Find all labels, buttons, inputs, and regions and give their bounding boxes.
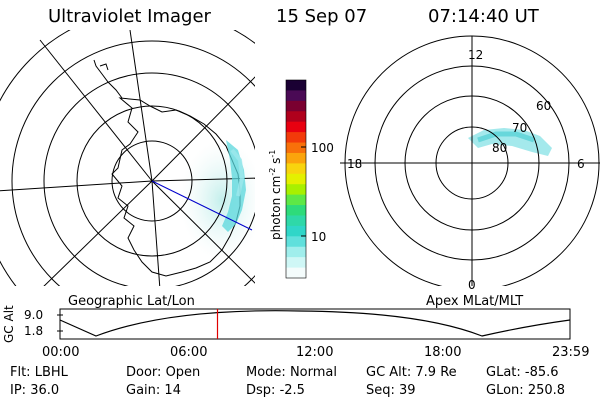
colorbar-segment xyxy=(286,267,306,279)
colorbar-segment xyxy=(286,225,306,237)
date-label: 15 Sep 07 xyxy=(276,6,368,27)
colorbar-segment xyxy=(286,194,306,206)
colorbar-segment xyxy=(286,90,306,102)
colorbar-segment xyxy=(286,163,306,175)
status-seq: Seq: 39 xyxy=(366,383,416,398)
colorbar-segment xyxy=(286,236,306,248)
colorbar-label-10: 10 xyxy=(311,230,327,244)
status-gain: Gain: 14 xyxy=(126,383,181,398)
status-mode: Mode: Normal xyxy=(246,365,337,380)
instrument-title: Ultraviolet Imager xyxy=(48,6,211,27)
colorbar xyxy=(286,80,306,279)
geographic-map xyxy=(0,30,255,286)
mlt-label-0: 0 xyxy=(468,278,476,292)
timeline-frame xyxy=(59,308,571,340)
colorbar-unit-label: photon cm-2 s-1 xyxy=(268,149,283,240)
altitude-curve xyxy=(59,310,571,337)
colorbar-segment xyxy=(286,205,306,216)
timeline-xtick-2359: 23:59 xyxy=(552,345,590,360)
timeline-xtick-1800: 18:00 xyxy=(424,345,462,360)
colorbar-segment xyxy=(286,100,306,112)
colorbar-segment xyxy=(286,184,306,196)
colorbar-segment xyxy=(286,173,306,185)
mlt-label-6: 6 xyxy=(577,157,585,171)
colorbar-segment xyxy=(286,246,306,258)
timeline-ytick-high: 9.0 xyxy=(24,308,44,322)
mlat-label-80: 80 xyxy=(492,141,508,155)
colorbar-segment xyxy=(286,215,306,227)
timeline-xtick-0600: 06:00 xyxy=(170,345,208,360)
time-label: 07:14:40 UT xyxy=(428,6,539,27)
timeline-axis-label: GC Alt xyxy=(2,305,16,343)
status-glon: GLon: 250.8 xyxy=(486,383,566,398)
colorbar-segment xyxy=(286,132,306,144)
colorbar-segment xyxy=(286,142,306,154)
colorbar-label-100: 100 xyxy=(311,141,334,155)
right-panel-caption: Apex MLat/MLT xyxy=(426,294,524,309)
timeline-xtick-1200: 12:00 xyxy=(296,345,334,360)
timeline-xtick-0000: 00:00 xyxy=(42,345,80,360)
status-glat: GLat: -85.6 xyxy=(486,365,559,380)
mlt-label-18: 18 xyxy=(347,157,363,171)
magnetic-map xyxy=(340,35,600,286)
timeline-ytick-low: 1.8 xyxy=(24,324,44,338)
status-ip: IP: 36.0 xyxy=(10,383,60,398)
colorbar-segment xyxy=(286,152,306,164)
mlt-label-12: 12 xyxy=(468,48,484,62)
colorbar-segment xyxy=(286,257,306,269)
mlat-label-60: 60 xyxy=(536,99,552,113)
status-gc-alt: GC Alt: 7.9 Re xyxy=(366,365,457,380)
mlat-label-70: 70 xyxy=(512,121,528,135)
status-filter: Flt: LBHL xyxy=(10,365,68,380)
colorbar-segment xyxy=(286,80,306,91)
colorbar-segment xyxy=(286,121,306,133)
status-door: Door: Open xyxy=(126,365,201,380)
colorbar-frame xyxy=(285,79,307,279)
colorbar-segment xyxy=(286,111,306,123)
status-dsp: Dsp: -2.5 xyxy=(246,383,305,398)
left-panel-caption: Geographic Lat/Lon xyxy=(68,294,195,309)
